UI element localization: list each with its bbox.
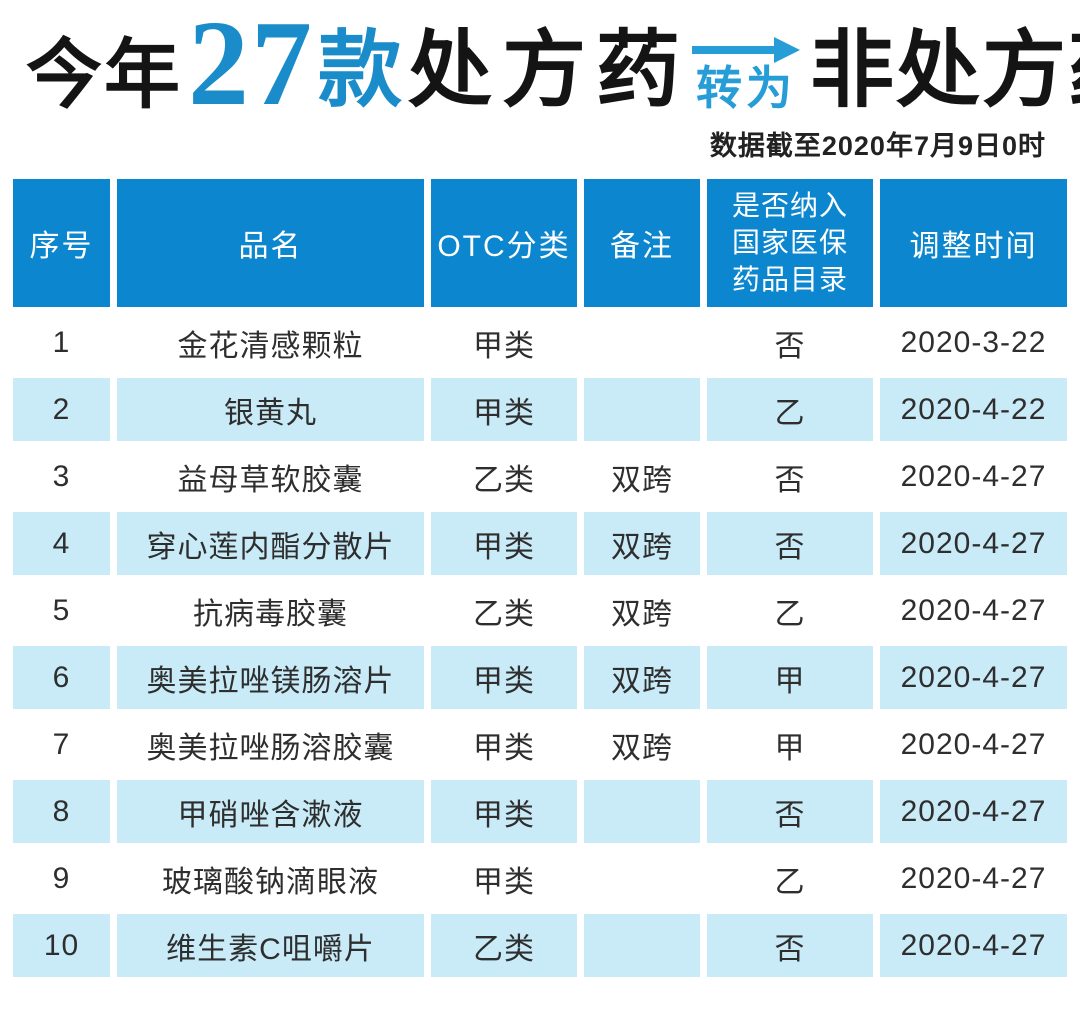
cell-index: 3 bbox=[52, 459, 71, 493]
cell-insurance-status: 甲 bbox=[707, 646, 873, 710]
data-cutoff-note: 数据截至2020年7月9日0时 bbox=[709, 131, 1046, 162]
title-target-label: 非处方药 bbox=[810, 25, 1080, 119]
cell-index: 9 bbox=[52, 861, 71, 895]
cell-adjust-date: 2020-4-27 bbox=[880, 512, 1067, 576]
transfer-arrow-stack: 转为 bbox=[692, 37, 801, 115]
cell-remark: 双跨 bbox=[584, 512, 700, 576]
cell-otc-class: 甲类 bbox=[473, 329, 535, 363]
cell-remark bbox=[584, 311, 700, 374]
col-header-otc-class: OTC分类 bbox=[431, 179, 577, 308]
cell-index: 6 bbox=[13, 646, 110, 710]
cell-adjust-date: 2020-4-22 bbox=[880, 378, 1067, 442]
cell-drug-name: 金花清感颗粒 bbox=[177, 329, 364, 363]
cell-otc-class: 乙类 bbox=[473, 463, 535, 497]
drug-table: 序号 品名 OTC分类 备注 是否纳入 国家医保 药品目录 调整时间 1 金花清感… bbox=[13, 179, 1067, 978]
cell-index: 2 bbox=[13, 378, 110, 442]
cell-otc-class: 甲类 bbox=[431, 512, 577, 576]
subtitle-row: 数据截至2020年7月9日0时 bbox=[26, 124, 1052, 163]
cell-adjust-date: 2020-4-27 bbox=[900, 593, 1047, 627]
transfer-arrow-label: 转为 bbox=[696, 63, 797, 115]
cell-drug-name: 奥美拉唑镁肠溶片 bbox=[117, 646, 424, 710]
cell-remark bbox=[584, 780, 700, 844]
cell-index: 10 bbox=[13, 914, 110, 978]
cell-insurance-status: 否 bbox=[707, 512, 873, 576]
cell-insurance-status: 否 bbox=[707, 780, 873, 844]
cell-insurance-status: 否 bbox=[707, 914, 873, 978]
cell-drug-name: 维生素C咀嚼片 bbox=[117, 914, 424, 978]
cell-remark bbox=[584, 847, 700, 910]
cell-index: 8 bbox=[13, 780, 110, 844]
col-header-drug-name: 品名 bbox=[117, 179, 424, 308]
cell-insurance-status: 乙 bbox=[774, 597, 806, 631]
col-header-adjust-date: 调整时间 bbox=[880, 179, 1067, 308]
col-header-remark: 备注 bbox=[584, 179, 700, 308]
cell-adjust-date: 2020-4-27 bbox=[900, 727, 1047, 761]
cell-otc-class: 乙类 bbox=[431, 914, 577, 978]
cell-remark bbox=[584, 914, 700, 978]
cell-adjust-date: 2020-4-27 bbox=[880, 646, 1067, 710]
cell-adjust-date: 2020-4-27 bbox=[900, 861, 1047, 895]
cell-otc-class: 甲类 bbox=[431, 378, 577, 442]
cell-adjust-date: 2020-4-27 bbox=[900, 459, 1047, 493]
cell-otc-class: 乙类 bbox=[473, 597, 535, 631]
cell-adjust-date: 2020-4-27 bbox=[880, 914, 1067, 978]
title-unit: 款 bbox=[318, 25, 403, 119]
cell-remark: 双跨 bbox=[584, 646, 700, 710]
cell-insurance-status: 否 bbox=[774, 329, 806, 363]
cell-insurance-status: 乙 bbox=[707, 378, 873, 442]
cell-drug-name: 银黄丸 bbox=[117, 378, 424, 442]
cell-insurance-status: 否 bbox=[774, 463, 806, 497]
cell-index: 1 bbox=[52, 325, 71, 359]
cell-drug-name: 甲硝唑含漱液 bbox=[117, 780, 424, 844]
cell-index: 7 bbox=[52, 727, 71, 761]
cell-index: 4 bbox=[13, 512, 110, 576]
col-header-index: 序号 bbox=[13, 179, 110, 308]
title-count: 27 bbox=[188, 0, 314, 131]
cell-index: 5 bbox=[52, 593, 71, 627]
cell-adjust-date: 2020-3-22 bbox=[900, 325, 1047, 359]
cell-otc-class: 甲类 bbox=[431, 780, 577, 844]
cell-insurance-status: 甲 bbox=[774, 731, 806, 765]
cell-otc-class: 甲类 bbox=[431, 646, 577, 710]
cell-drug-name: 穿心莲内酯分散片 bbox=[117, 512, 424, 576]
cell-remark bbox=[584, 378, 700, 442]
page-title: 今年 27 款 处方药 转为 非处方药 bbox=[26, 0, 1080, 131]
cell-insurance-status: 乙 bbox=[774, 865, 806, 899]
cell-adjust-date: 2020-4-27 bbox=[880, 780, 1067, 844]
col-header-insurance: 是否纳入 国家医保 药品目录 bbox=[707, 179, 873, 308]
banner: 今年 27 款 处方药 转为 非处方药 数据截至2020年7月9日0时 bbox=[0, 0, 1080, 163]
cell-drug-name: 玻璃酸钠滴眼液 bbox=[162, 865, 379, 899]
title-source-label: 处方药 bbox=[408, 25, 691, 119]
cell-drug-name: 抗病毒胶囊 bbox=[193, 597, 348, 631]
cell-drug-name: 奥美拉唑肠溶胶囊 bbox=[146, 731, 395, 765]
title-prefix: 今年 bbox=[26, 34, 182, 119]
right-arrow-icon bbox=[692, 37, 801, 64]
cell-drug-name: 益母草软胶囊 bbox=[177, 463, 364, 497]
cell-otc-class: 甲类 bbox=[473, 865, 535, 899]
cell-remark: 双跨 bbox=[611, 731, 673, 765]
cell-otc-class: 甲类 bbox=[473, 731, 535, 765]
cell-remark: 双跨 bbox=[611, 597, 673, 631]
cell-remark: 双跨 bbox=[611, 463, 673, 497]
